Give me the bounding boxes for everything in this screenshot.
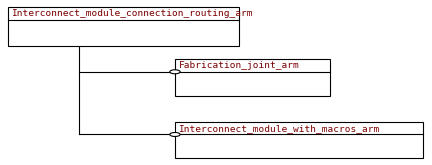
Bar — [175, 59, 330, 96]
Bar — [8, 7, 239, 46]
Text: Fabrication_joint_arm: Fabrication_joint_arm — [178, 61, 299, 70]
Circle shape — [170, 132, 180, 136]
Circle shape — [170, 70, 180, 74]
Bar — [175, 122, 423, 158]
Text: Interconnect_module_connection_routing_arm: Interconnect_module_connection_routing_a… — [11, 9, 253, 18]
Text: Interconnect_module_with_macros_arm: Interconnect_module_with_macros_arm — [178, 124, 380, 133]
